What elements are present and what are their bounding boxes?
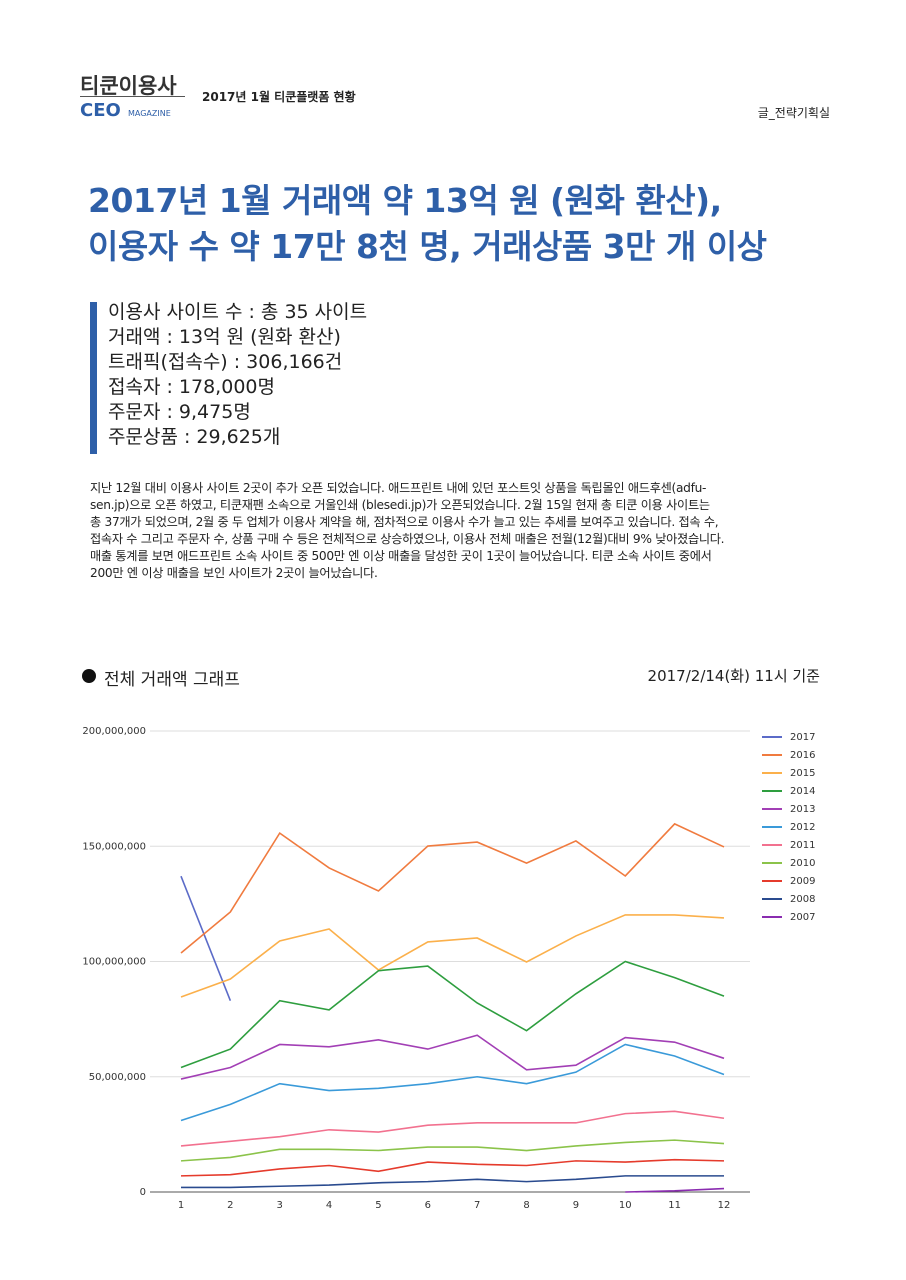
stat-line: 주문자 : 9,475명 <box>108 401 251 423</box>
stat-line: 거래액 : 13억 원 (원화 환산) <box>108 326 341 348</box>
x-tick-label: 5 <box>375 1200 381 1211</box>
y-tick-label: 100,000,000 <box>82 957 146 968</box>
series-line <box>180 1034 725 1080</box>
headline-line: 이용자 수 약 17만 8천 명, 거래상품 3만 개 이상 <box>88 227 767 266</box>
chart-title: 전체 거래액 그래프 <box>104 670 240 690</box>
logo-rule <box>80 96 185 97</box>
series-line <box>181 1175 724 1189</box>
x-tick-label: 12 <box>718 1200 731 1211</box>
legend-label: 2011 <box>790 840 815 851</box>
stat-line: 이용사 사이트 수 : 총 35 사이트 <box>108 301 368 323</box>
x-tick-label: 7 <box>474 1200 480 1211</box>
series-line <box>180 1110 725 1147</box>
legend-label: 2017 <box>790 732 815 743</box>
legend-label: 2008 <box>790 894 815 905</box>
body-line: 총 37개가 되었으며, 2월 중 두 업체가 이용사 계약을 해, 점차적으로… <box>90 515 719 529</box>
x-tick-label: 10 <box>619 1200 632 1211</box>
brand: CEO <box>80 100 121 121</box>
legend-label: 2013 <box>790 804 815 815</box>
chart: 0 50,000,000 100,000,000 150,000,000 200,000… <box>82 726 815 1211</box>
series-line <box>180 1158 725 1177</box>
x-tick-label: 9 <box>573 1200 579 1211</box>
headline: 2017년 1월 거래액 약 13억 원 (원화 환산), 이용자 수 약 17… <box>88 178 767 270</box>
x-tick-label: 3 <box>277 1200 283 1211</box>
stat-line: 주문상품 : 29,625개 <box>108 426 281 448</box>
series-line <box>180 1139 725 1162</box>
x-tick-label: 1 <box>178 1200 184 1211</box>
bullet <box>82 669 96 683</box>
body-text: 지난 12월 대비 이용사 사이트 2곳이 추가 오픈 되었습니다. 애드프린트… <box>90 480 725 582</box>
x-tick-label: 6 <box>425 1200 431 1211</box>
legend-label: 2015 <box>790 768 815 779</box>
headline-line: 2017년 1월 거래액 약 13억 원 (원화 환산), <box>88 181 722 220</box>
body-line: 200만 엔 이상 매출을 보인 사이트가 2곳이 늘어났습니다. <box>90 566 378 580</box>
brand-sub: MAGAZINE <box>128 109 171 118</box>
body-line: 매출 통계를 보면 애드프린트 소속 사이트 중 500만 엔 이상 매출을 달… <box>90 549 712 563</box>
y-tick-label: 150,000,000 <box>82 841 146 852</box>
body-line: sen.jp)으로 오픈 하였고, 티쿤재팬 소속으로 거울인쇄 (blesed… <box>90 498 710 512</box>
series-line <box>180 960 725 1069</box>
legend-label: 2010 <box>790 858 815 869</box>
stats-bar <box>90 302 97 454</box>
author: 글_전략기획실 <box>757 106 830 120</box>
stat-line: 접속자 : 178,000명 <box>108 376 275 398</box>
series-line <box>180 875 232 1001</box>
x-tick-label: 4 <box>326 1200 332 1211</box>
y-tick-label: 50,000,000 <box>89 1072 146 1083</box>
issue: 2017년 1월 티쿤플랫폼 현황 <box>202 90 356 104</box>
x-tick-label: 8 <box>523 1200 529 1211</box>
legend-label: 2007 <box>790 912 815 923</box>
x-tick-label: 11 <box>668 1200 681 1211</box>
legend-label: 2014 <box>790 786 815 797</box>
body-line: 지난 12월 대비 이용사 사이트 2곳이 추가 오픈 되었습니다. 애드프린트… <box>90 481 707 495</box>
series-line <box>180 914 725 998</box>
logo: 티쿤이용사 <box>80 74 177 98</box>
x-tick-label: 2 <box>227 1200 233 1211</box>
stat-line: 트래픽(접속수) : 306,166건 <box>108 351 343 373</box>
series-line <box>625 1187 725 1193</box>
series-line <box>180 1043 725 1122</box>
chart-note: 2017/2/14(화) 11시 기준 <box>647 667 820 685</box>
body-line: 접속자 수 그리고 주문자 수, 상품 구매 수 등은 전체적으로 상승하였으나… <box>90 532 725 546</box>
series-line <box>180 822 725 954</box>
legend-label: 2009 <box>790 876 815 887</box>
legend-label: 2016 <box>790 750 815 761</box>
y-tick-label: 0 <box>140 1187 146 1198</box>
legend-label: 2012 <box>790 822 815 833</box>
y-tick-label: 200,000,000 <box>82 726 146 737</box>
